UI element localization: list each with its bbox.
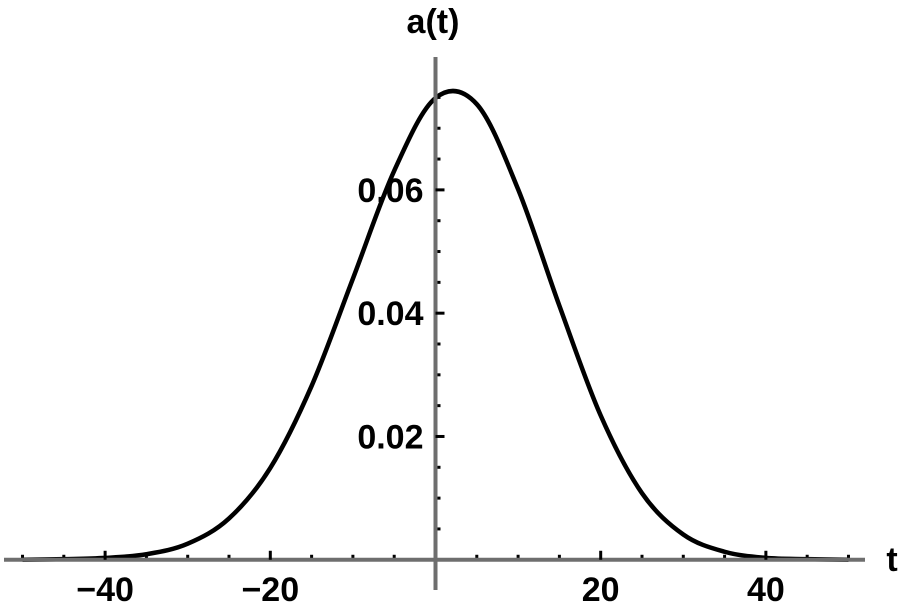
y-tick-label: 0.04 <box>357 295 423 333</box>
x-tick-label: −20 <box>241 571 299 609</box>
y-tick-label: 0.02 <box>357 418 423 456</box>
y-tick-label: 0.06 <box>357 172 423 210</box>
x-axis-label: t <box>886 541 897 579</box>
x-tick-label: −40 <box>76 571 134 609</box>
x-tick-label: 40 <box>747 571 785 609</box>
x-ticks: −40 −20 20 40 <box>76 550 785 609</box>
y-axis-label: a(t) <box>407 3 460 41</box>
y-ticks: 0.02 0.04 0.06 <box>357 172 445 456</box>
x-tick-label: 20 <box>582 571 620 609</box>
